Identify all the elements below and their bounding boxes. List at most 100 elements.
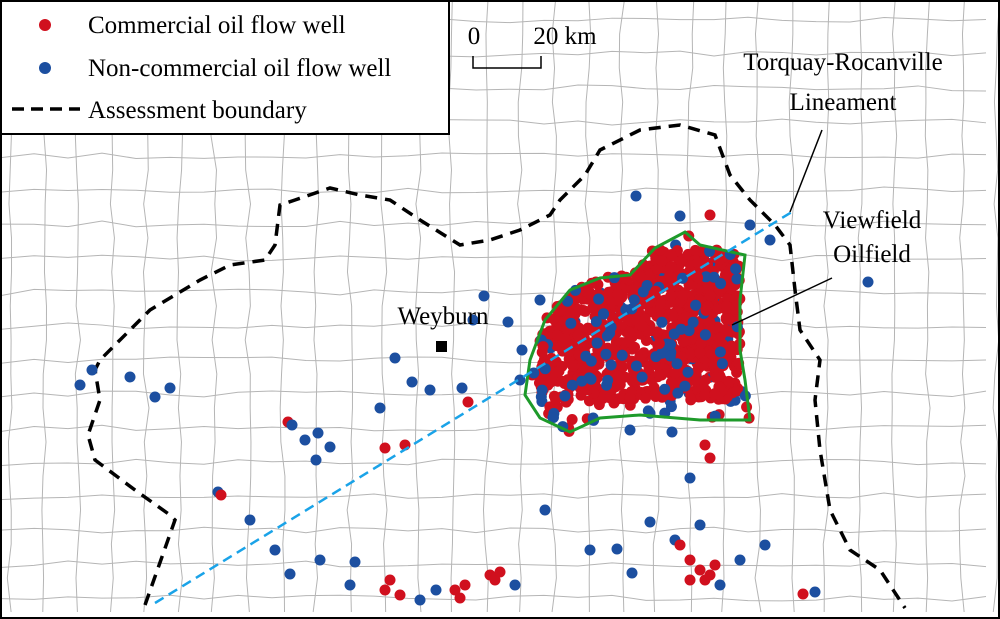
non-commercial-well — [344, 579, 356, 591]
commercial-well — [723, 313, 735, 325]
non-commercial-well — [675, 323, 687, 335]
non-commercial-well — [349, 556, 361, 568]
non-commercial-well — [591, 337, 603, 349]
commercial-well — [684, 574, 696, 586]
commercial-well — [636, 320, 648, 332]
commercial-well — [689, 244, 701, 256]
non-commercial-well — [164, 382, 176, 394]
commercial-well — [699, 389, 711, 401]
non-commercial-well — [674, 210, 686, 222]
scale-label: 0 — [468, 23, 481, 50]
commercial-well — [700, 374, 712, 386]
non-commercial-well — [683, 325, 695, 337]
grid-line — [0, 322, 987, 330]
commercial-well — [566, 414, 578, 426]
non-commercial-well — [699, 329, 711, 341]
commercial-well — [709, 388, 721, 400]
commercial-well — [650, 285, 662, 297]
commercial-well — [553, 365, 565, 377]
grid-line — [0, 390, 987, 398]
non-commercial-well — [684, 472, 696, 484]
oilfield-label: Viewfield — [823, 207, 922, 234]
commercial-well — [611, 376, 623, 388]
commercial-well — [699, 439, 711, 451]
legend: Commercial oil flow well Non-commercial … — [0, 0, 450, 135]
non-commercial-well — [665, 339, 677, 351]
non-commercial-well — [624, 424, 636, 436]
commercial-well — [384, 574, 396, 586]
commercial-well — [556, 375, 568, 387]
commercial-well — [653, 368, 665, 380]
commercial-well — [694, 564, 706, 576]
non-commercial-well — [324, 441, 336, 453]
commercial-well — [587, 302, 599, 314]
commercial-well — [731, 385, 743, 397]
lineament-label: Torquay-Rocanville — [743, 49, 943, 76]
non-commercial-well — [593, 293, 605, 305]
commercial-well — [710, 371, 722, 383]
non-commercial-well — [730, 263, 742, 275]
commercial-well — [709, 559, 721, 571]
commercial-well — [567, 360, 579, 372]
non-commercial-well — [576, 375, 588, 387]
non-commercial-well — [406, 376, 418, 388]
non-commercial-well — [149, 391, 161, 403]
non-commercial-well — [478, 290, 490, 302]
commercial-well — [394, 589, 406, 601]
grid-line — [0, 186, 987, 194]
wells — [74, 190, 874, 606]
commercial-well — [704, 209, 716, 221]
legend-label: Assessment boundary — [88, 97, 307, 124]
non-commercial-well — [374, 402, 386, 414]
commercial-well — [215, 489, 227, 501]
commercial-well — [449, 584, 461, 596]
non-commercial-well — [584, 544, 596, 556]
non-commercial-well — [310, 454, 322, 466]
commercial-well — [624, 392, 636, 404]
commercial-well — [694, 347, 706, 359]
non-commercial-well — [424, 384, 436, 396]
non-commercial-well — [744, 219, 756, 231]
non-commercial-well — [714, 579, 726, 591]
non-commercial-well — [600, 348, 612, 360]
commercial-well — [665, 290, 677, 302]
oilfield-outline — [523, 230, 752, 434]
commercial-well — [656, 255, 668, 267]
grid-line — [517, 0, 524, 613]
commercial-well — [494, 566, 506, 578]
non-commercial-well — [565, 317, 577, 329]
commercial-well — [706, 348, 718, 360]
commercial-well — [719, 269, 731, 281]
non-commercial-well — [644, 516, 656, 528]
commercial-well — [623, 326, 635, 338]
non-commercial-well — [389, 352, 401, 364]
commercial-well — [604, 392, 616, 404]
non-commercial-well — [809, 586, 821, 598]
non-commercial-well — [312, 427, 324, 439]
grid-line — [0, 560, 987, 569]
non-commercial-well — [759, 539, 771, 551]
commercial-well — [635, 271, 647, 283]
non-commercial-well — [536, 384, 548, 396]
commercial-well — [665, 272, 677, 284]
non-commercial-well — [456, 382, 468, 394]
non-commercial-well — [862, 276, 874, 288]
commercial-well — [719, 324, 731, 336]
commercial-well — [677, 336, 689, 348]
grid-line — [822, 0, 830, 613]
non-commercial-well — [602, 374, 614, 386]
commercial-well — [677, 289, 689, 301]
non-commercial-well — [656, 316, 668, 328]
grid-line — [891, 0, 898, 613]
legend-box — [0, 0, 450, 135]
non-commercial-well — [637, 286, 649, 298]
non-commercial-well — [731, 273, 743, 285]
non-commercial-well — [74, 379, 86, 391]
non-commercial-well — [679, 380, 691, 392]
commercial-well — [489, 574, 501, 586]
commercial-well — [651, 326, 663, 338]
lineament-label: Lineament — [790, 89, 897, 116]
non-commercial-well — [636, 371, 648, 383]
non-commercial-well — [630, 190, 642, 202]
non-commercial-well — [628, 294, 640, 306]
